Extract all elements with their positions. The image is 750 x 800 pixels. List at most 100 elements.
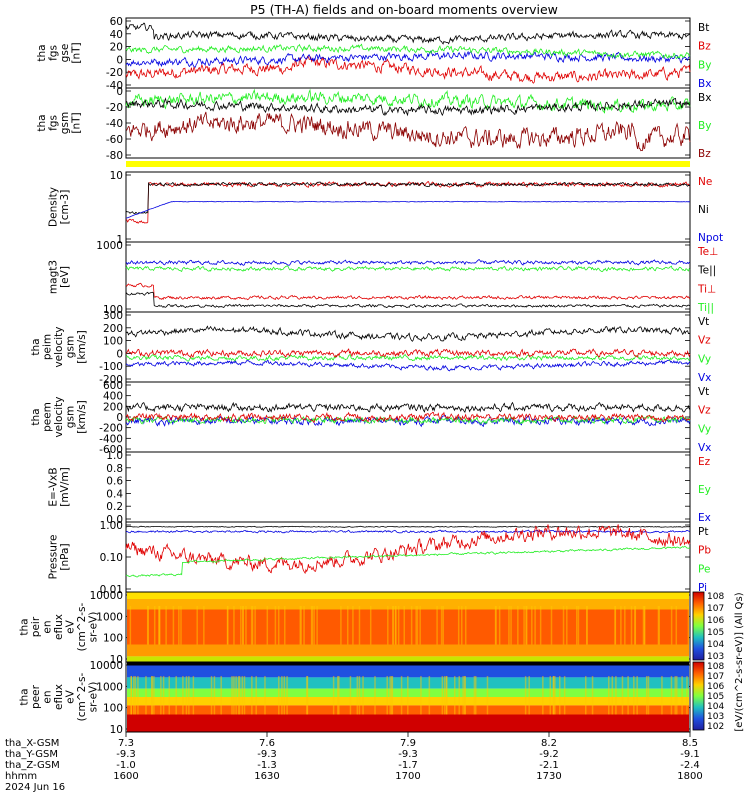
spectrogram-streak [528, 676, 530, 715]
date-label: 2024 Jun 16 [5, 782, 65, 793]
spectrogram-streak [440, 606, 443, 645]
plot-title: P5 (TH-A) fields and on-board moments ov… [250, 2, 558, 17]
y-tick-label: 0.0 [106, 514, 123, 526]
y-axis-label: [km/s] [76, 400, 88, 434]
spectrogram-streak [608, 676, 610, 715]
spectrogram-streak [621, 676, 624, 715]
spectrogram-streak [642, 606, 645, 645]
spectrogram-streak [458, 676, 460, 715]
spectrogram-streak [524, 676, 527, 715]
y-tick-label: 1 [116, 234, 123, 246]
colorbar-tick-label: 106 [707, 616, 724, 626]
trace-vz [125, 348, 691, 359]
legend-Vz: Vz [698, 335, 711, 347]
trace-pt [126, 525, 691, 528]
y-axis-label: sr-eV) [88, 682, 100, 713]
spectrogram-streak [523, 606, 525, 645]
y-tick-label: 1000 [96, 611, 123, 623]
spectrogram-streak [420, 676, 422, 715]
spectrogram-streak [542, 676, 544, 715]
y-axis-label: (cm^2-s- [76, 672, 88, 721]
x-row-label: tha_X-GSM [5, 738, 59, 749]
spectrogram-streak [254, 606, 256, 645]
spectrogram-streak [358, 606, 361, 645]
y-tick-label: -20 [106, 67, 123, 79]
y-axis-label: [nPa] [59, 543, 71, 570]
spectrogram-streak [311, 606, 314, 645]
x-tick-label: -9.2 [539, 749, 559, 760]
panel-temperature: 1000 100 magt3 [eV] Te⊥ Te|| Ti⊥ Ti|| [47, 240, 718, 316]
spectrogram-streak [168, 676, 171, 715]
x-tick-label: 1600 [113, 771, 138, 782]
spectrogram-streak [277, 606, 280, 645]
spectrogram-streak [633, 676, 635, 715]
y-axis-label: tha [36, 44, 48, 61]
y-axis-label: fgs [47, 45, 59, 61]
spectrogram-streak [575, 606, 578, 645]
spectrogram-streak [243, 676, 246, 715]
spectrogram-streak [586, 606, 588, 645]
legend-Te||: Te|| [697, 265, 716, 277]
spectrogram-streak [145, 676, 147, 715]
spectrogram-streak [284, 606, 286, 645]
spectrogram-streak [172, 606, 175, 645]
y-axis-label: [nT] [70, 112, 82, 133]
spectrogram-streak [310, 606, 313, 645]
spectrogram-streak [240, 606, 242, 645]
spectrogram-streak [213, 676, 216, 715]
spectrogram-streak [436, 606, 438, 645]
spectrogram-streak [658, 606, 661, 645]
y-axis-label: eflux [53, 614, 65, 640]
y-tick-label: -200 [99, 423, 123, 435]
x-tick-label: 7.9 [400, 738, 416, 749]
spectrogram-streak [562, 606, 565, 645]
spectrogram-streak [442, 606, 444, 645]
legend-Bz: Bz [698, 41, 711, 53]
y-axis-label: en [42, 620, 54, 633]
spectrogram-streak [676, 676, 678, 715]
y-tick-label: 600 [103, 380, 123, 392]
spectrogram-streak [286, 676, 288, 715]
spectrogram-streak [462, 676, 464, 715]
trace-bz [125, 111, 691, 152]
spectrogram-streak [180, 606, 182, 645]
y-tick-label: 10000 [90, 590, 123, 602]
spectrogram-streak [242, 606, 244, 645]
spectrogram-streak [549, 676, 552, 715]
y-axis-label: peer [30, 684, 42, 709]
spectrogram-streak [457, 606, 460, 645]
spectrogram-streak [445, 676, 448, 715]
x-tick-label: 1730 [536, 771, 561, 782]
y-tick-label: -400 [99, 433, 123, 445]
y-axis-label: gsm [59, 112, 71, 134]
y-axis-label: eflux [53, 684, 65, 710]
spectrogram-streak [391, 676, 394, 715]
colorbar-tick-label: 104 [707, 702, 724, 712]
spectrogram-streak [454, 676, 456, 715]
spectrogram-streak [266, 606, 269, 645]
spectrogram-streak [498, 606, 501, 645]
spectrogram-streak [356, 676, 359, 715]
spectrogram-streak [397, 606, 400, 645]
legend-By: By [698, 59, 711, 71]
y-tick-label: 200 [103, 323, 123, 335]
spectrogram-streak [475, 676, 477, 715]
spectrogram-streak [428, 676, 431, 715]
y-tick-label: -40 [106, 118, 123, 130]
colorbar-tick-label: 105 [707, 692, 724, 702]
spectrogram-streak [400, 676, 403, 715]
x-row-label: tha_Z-GSM [5, 760, 60, 771]
legend-Vy: Vy [698, 423, 711, 435]
spectrogram-streak [192, 676, 195, 715]
spectrogram-streak [153, 676, 155, 715]
spectrogram-streak [159, 606, 161, 645]
spectrogram-streak [158, 606, 160, 645]
spectrogram-streak [182, 676, 184, 715]
y-tick-label: 0.01 [100, 584, 123, 596]
x-tick-label: -9.1 [680, 749, 700, 760]
y-axis-label: [eV] [59, 266, 71, 288]
colorbar-lower [692, 661, 705, 731]
spectrogram-streak [175, 676, 177, 715]
trace-ni [125, 181, 691, 215]
x-tick-label: -9.3 [257, 749, 277, 760]
